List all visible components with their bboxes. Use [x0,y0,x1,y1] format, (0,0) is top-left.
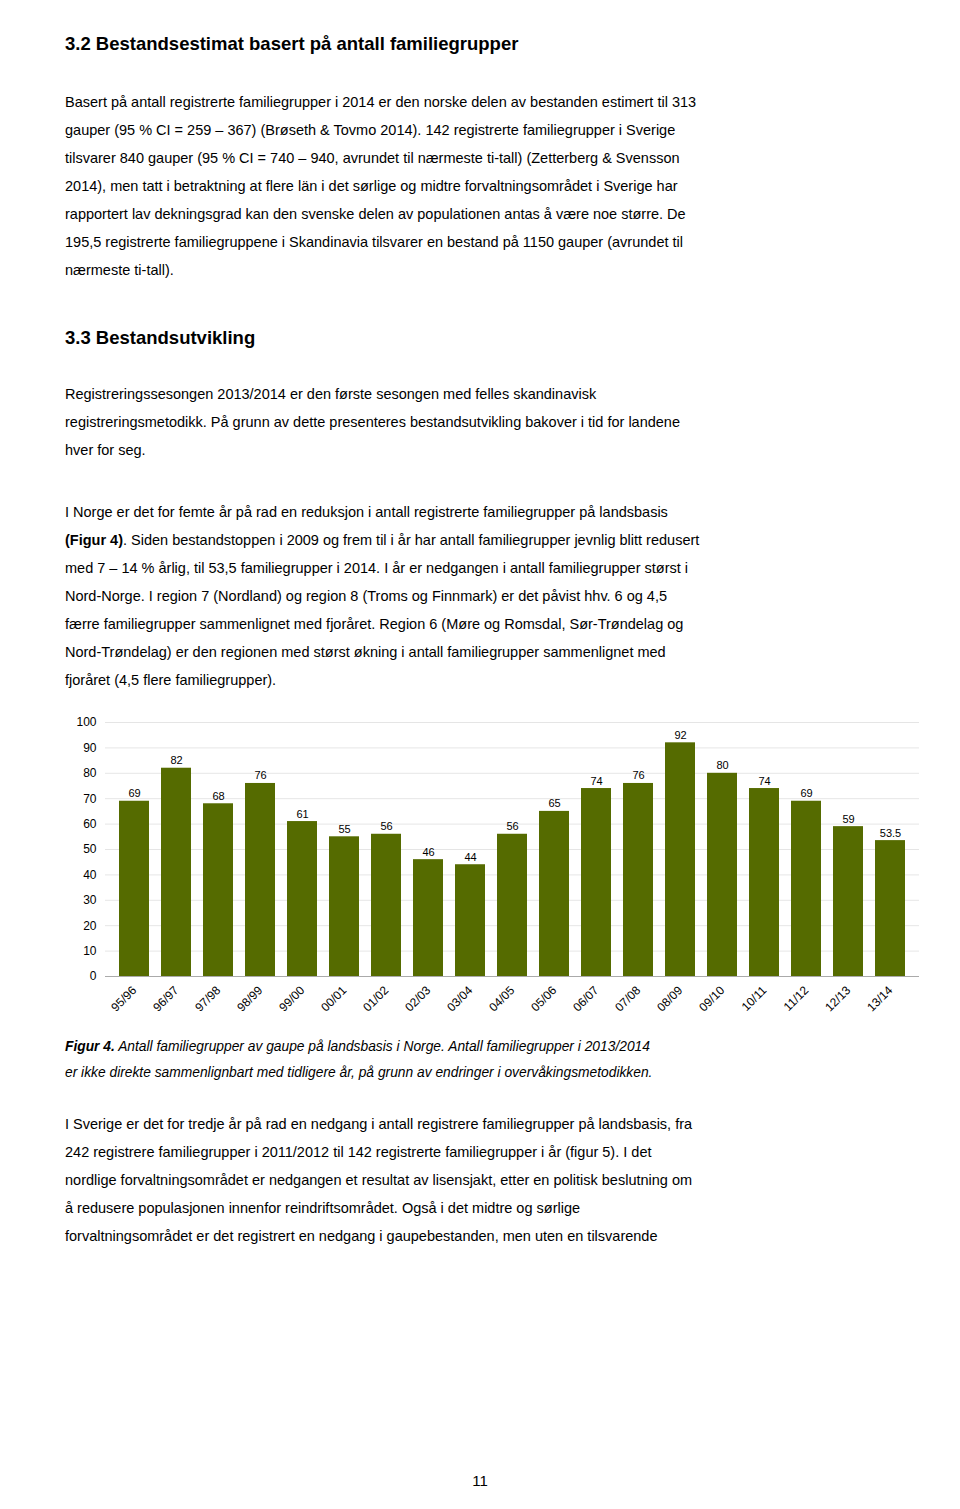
svg-text:96/97: 96/97 [150,983,181,1014]
svg-text:61: 61 [296,808,308,820]
html-text:nordlige forvaltningsområdet e: nordlige forvaltningsområdet er nedgange… [65,1172,693,1188]
svg-text:10: 10 [83,944,97,958]
html-text:Basert på antall registrerte f: Basert på antall registrerte familiegrup… [65,94,697,110]
html-text:Nord-Norge. I region 7 (Nordla: Nord-Norge. I region 7 (Nordland) og reg… [65,588,667,604]
svg-text:98/99: 98/99 [234,983,265,1014]
svg-text:05/06: 05/06 [528,983,559,1014]
svg-text:20: 20 [83,919,97,933]
svg-text:99/00: 99/00 [276,983,307,1014]
html-text:Nord-Trøndelag) er den regione: Nord-Trøndelag) er den regionen med stør… [65,644,666,660]
html-text:I Sverige er det for tredje år: I Sverige er det for tredje år på rad en… [65,1116,693,1132]
svg-text:82: 82 [170,754,182,766]
svg-text:03/04: 03/04 [444,983,475,1014]
html-text:Figur 4. Antall familiegrupper: Figur 4. Antall familiegrupper av gaupe … [65,1039,650,1054]
svg-text:65: 65 [548,797,560,809]
svg-text:69: 69 [128,787,140,799]
html-text:(Figur 4). Siden bestandstoppe: (Figur 4). Siden bestandstoppen i 2009 o… [65,532,700,548]
svg-text:95/96: 95/96 [108,983,139,1014]
svg-text:02/03: 02/03 [402,983,433,1014]
html-text:I Norge er det for femte år på: I Norge er det for femte år på rad en re… [65,504,668,520]
svg-text:53.5: 53.5 [880,827,901,839]
svg-text:92: 92 [674,729,686,741]
svg-text:13/14: 13/14 [864,983,895,1014]
html-text:hver for seg.: hver for seg. [65,442,146,458]
html-text:3.3 Bestandsutvikling: 3.3 Bestandsutvikling [65,327,256,348]
html-text:er ikke direkte sammenlignbart: er ikke direkte sammenlignbart med tidli… [65,1065,653,1080]
svg-text:08/09: 08/09 [654,983,685,1014]
svg-text:07/08: 07/08 [612,983,643,1014]
svg-text:00/01: 00/01 [318,983,349,1014]
svg-text:80: 80 [83,766,97,780]
svg-text:50: 50 [83,842,97,856]
svg-text:56: 56 [380,820,392,832]
svg-text:76: 76 [632,769,644,781]
html-text:Registreringssesongen 2013/201: Registreringssesongen 2013/2014 er den f… [65,386,597,402]
svg-text:68: 68 [212,790,224,802]
html-text:195,5 registrerte familiegrupp: 195,5 registrerte familiegruppene i Skan… [65,234,683,250]
svg-text:74: 74 [590,775,602,787]
svg-text:80: 80 [716,759,728,771]
html-text:nærmeste ti-tall).: nærmeste ti-tall). [65,262,174,278]
html-text:registreringsmetodikk. På grun: registreringsmetodikk. På grunn av dette… [65,414,680,430]
svg-text:69: 69 [800,787,812,799]
html-text:fjoråret (4,5 flere familiegru: fjoråret (4,5 flere familiegrupper). [65,672,277,688]
html-text:rapportert lav dekningsgrad ka: rapportert lav dekningsgrad kan den sven… [65,206,686,222]
html-text:tilsvarer 840 gauper (95 % CI: tilsvarer 840 gauper (95 % CI = 740 – 94… [65,150,680,166]
html-text:med 7 – 14 % årlig, til 53,5 f: med 7 – 14 % årlig, til 53,5 familiegrup… [65,560,688,576]
svg-text:56: 56 [506,820,518,832]
html-text:gauper (95 % CI = 259 – 367) (: gauper (95 % CI = 259 – 367) (Brøseth & … [65,122,676,138]
html-text:å redusere populasjonen innenf: å redusere populasjonen innenfor reindri… [65,1200,580,1216]
svg-text:04/05: 04/05 [486,983,517,1014]
html-text:forvaltningsområdet er det reg: forvaltningsområdet er det registrert en… [65,1228,658,1244]
svg-text:55: 55 [338,823,350,835]
svg-text:10/11: 10/11 [739,983,770,1014]
html-text:242 registrere familiegrupper: 242 registrere familiegrupper i 2011/201… [65,1144,652,1160]
svg-text:12/13: 12/13 [822,983,853,1014]
html-text:2014), men tatt i betraktning: 2014), men tatt i betraktning at flere l… [65,178,678,194]
svg-text:09/10: 09/10 [696,983,727,1014]
html-text:færre familiegrupper sammenlig: færre familiegrupper sammenlignet med fj… [65,616,684,632]
svg-text:30: 30 [83,893,97,907]
svg-text:60: 60 [83,817,97,831]
svg-text:0: 0 [90,969,97,983]
svg-text:90: 90 [83,741,97,755]
svg-text:44: 44 [464,851,476,863]
svg-text:74: 74 [758,775,770,787]
svg-text:40: 40 [83,868,97,882]
svg-text:100: 100 [76,715,96,729]
svg-text:46: 46 [422,846,434,858]
html-text:11: 11 [472,1472,488,1489]
svg-text:70: 70 [83,792,97,806]
svg-text:97/98: 97/98 [192,983,223,1014]
svg-text:06/07: 06/07 [570,983,601,1014]
svg-text:11/12: 11/12 [781,983,812,1014]
svg-text:01/02: 01/02 [360,983,391,1014]
svg-text:59: 59 [842,813,854,825]
svg-text:76: 76 [254,769,266,781]
html-text:3.2 Bestandsestimat basert på: 3.2 Bestandsestimat basert på antall fam… [65,33,519,54]
